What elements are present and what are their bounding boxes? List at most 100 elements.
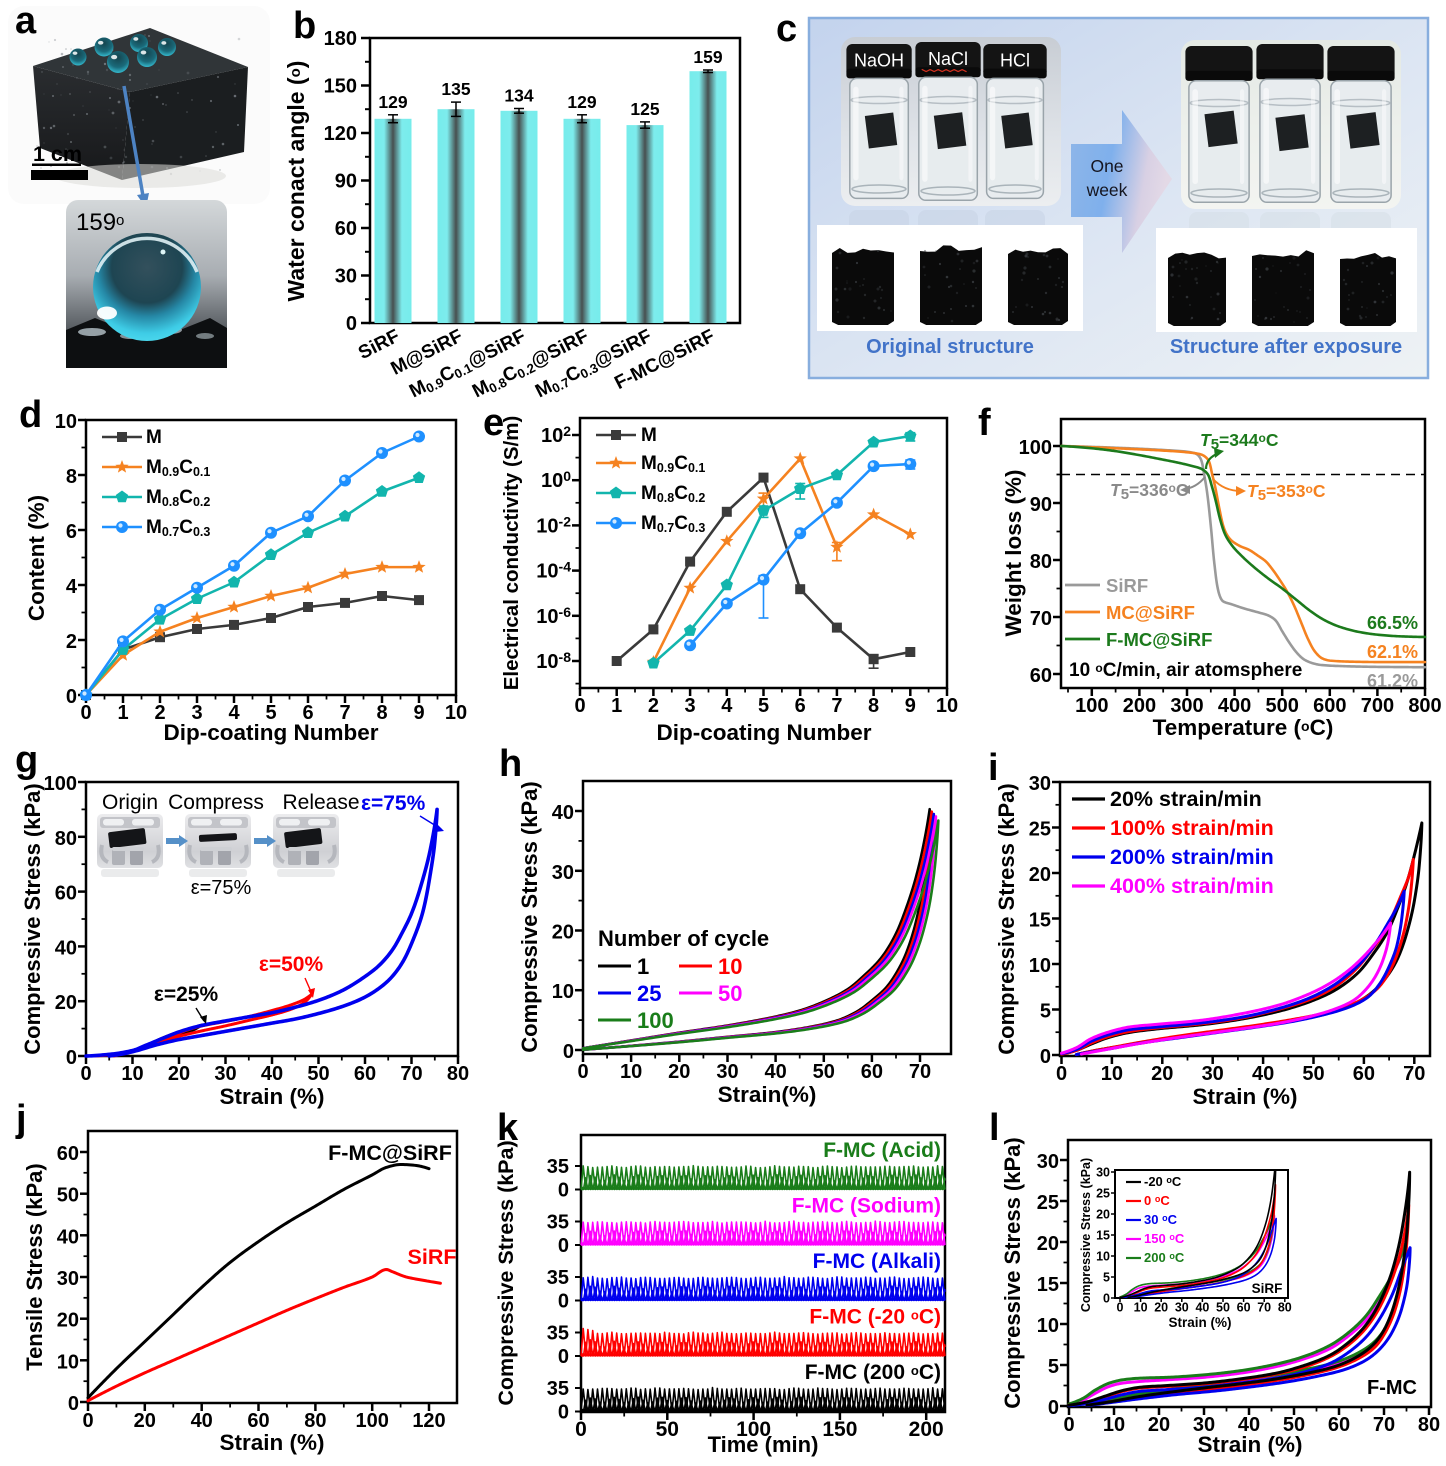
svg-text:1: 1 — [611, 695, 622, 717]
svg-text:100: 100 — [1075, 695, 1108, 717]
svg-text:week: week — [1086, 180, 1128, 200]
svg-text:Strain (%): Strain (%) — [1197, 1432, 1302, 1457]
svg-text:g: g — [15, 739, 38, 781]
svg-text:50: 50 — [718, 981, 742, 1006]
svg-text:40: 40 — [261, 1063, 283, 1085]
svg-text:i: i — [988, 747, 999, 789]
svg-text:125: 125 — [630, 99, 659, 119]
svg-text:4: 4 — [66, 576, 78, 598]
svg-text:30: 30 — [1029, 773, 1051, 795]
svg-text:100% strain/min: 100% strain/min — [1110, 816, 1274, 840]
svg-text:20: 20 — [1154, 1301, 1168, 1315]
svg-text:200 oC: 200 oC — [1144, 1250, 1185, 1265]
svg-text:50: 50 — [1216, 1301, 1230, 1315]
svg-text:Number of cycle: Number of cycle — [598, 926, 769, 951]
svg-text:0: 0 — [577, 1061, 588, 1083]
svg-text:35: 35 — [547, 1323, 569, 1345]
svg-text:0: 0 — [558, 1402, 569, 1424]
svg-text:10: 10 — [620, 1061, 642, 1083]
svg-text:Electrical conductivity (S/m): Electrical conductivity (S/m) — [500, 416, 523, 691]
svg-text:F-MC: F-MC — [1367, 1377, 1417, 1399]
svg-text:F-MC (-20 oC): F-MC (-20 oC) — [809, 1306, 941, 1329]
svg-text:0: 0 — [574, 695, 585, 717]
svg-text:Weight loss (%): Weight loss (%) — [1001, 469, 1026, 636]
svg-text:0: 0 — [1117, 1301, 1124, 1315]
svg-text:Compressive Stress (kPa): Compressive Stress (kPa) — [517, 781, 542, 1052]
svg-text:25: 25 — [1029, 819, 1051, 841]
svg-text:3: 3 — [685, 695, 696, 717]
svg-text:F-MC (Sodium): F-MC (Sodium) — [792, 1195, 941, 1218]
svg-text:F-MC (Alkali): F-MC (Alkali) — [813, 1250, 941, 1273]
svg-text:-20 oC: -20 oC — [1144, 1174, 1182, 1189]
svg-text:0: 0 — [558, 1235, 569, 1257]
svg-text:0 oC: 0 oC — [1144, 1193, 1170, 1208]
svg-text:30: 30 — [335, 266, 357, 288]
svg-text:90: 90 — [1030, 494, 1052, 516]
svg-text:60: 60 — [354, 1063, 376, 1085]
svg-text:500: 500 — [1266, 695, 1299, 717]
svg-text:150 oC: 150 oC — [1144, 1231, 1185, 1246]
svg-text:Strain (%): Strain (%) — [219, 1430, 324, 1455]
svg-text:Structure after exposure: Structure after exposure — [1170, 336, 1402, 358]
svg-text:a: a — [15, 0, 37, 42]
svg-text:0: 0 — [563, 1041, 574, 1063]
svg-text:30: 30 — [1175, 1301, 1189, 1315]
svg-text:20: 20 — [1029, 864, 1051, 886]
svg-text:60: 60 — [335, 218, 357, 240]
svg-text:10: 10 — [1096, 1250, 1110, 1264]
svg-text:50: 50 — [57, 1185, 79, 1207]
svg-text:180: 180 — [324, 28, 357, 50]
svg-text:Compressive Stress (kPa): Compressive Stress (kPa) — [1000, 1137, 1025, 1408]
svg-text:c: c — [776, 8, 797, 50]
svg-text:SiRF: SiRF — [1106, 575, 1148, 596]
svg-text:Compressive Stress (kPa): Compressive Stress (kPa) — [1079, 1158, 1093, 1312]
svg-text:Compressive Stress (kPa): Compressive Stress (kPa) — [994, 783, 1019, 1054]
svg-text:60: 60 — [57, 1143, 79, 1165]
svg-text:HCl: HCl — [1000, 50, 1030, 70]
svg-text:135: 135 — [441, 79, 470, 99]
svg-text:50: 50 — [307, 1063, 329, 1085]
svg-text:l: l — [989, 1107, 1000, 1149]
svg-text:NaCl: NaCl — [928, 49, 968, 69]
svg-text:10: 10 — [1037, 1315, 1059, 1337]
svg-text:Strain(%): Strain(%) — [718, 1082, 817, 1107]
svg-text:SiRF: SiRF — [1252, 1281, 1283, 1296]
svg-text:6: 6 — [302, 702, 313, 724]
svg-text:k: k — [497, 1107, 519, 1149]
svg-text:0: 0 — [66, 686, 77, 708]
svg-text:60: 60 — [1237, 1301, 1251, 1315]
svg-text:70: 70 — [1403, 1063, 1425, 1085]
svg-text:20: 20 — [1151, 1063, 1173, 1085]
svg-text:0: 0 — [1056, 1063, 1067, 1085]
svg-text:d: d — [19, 394, 42, 436]
svg-text:Water conact angle (o): Water conact angle (o) — [283, 61, 309, 302]
svg-text:40: 40 — [552, 802, 574, 824]
svg-text:80: 80 — [1418, 1414, 1440, 1436]
svg-text:ε=25%: ε=25% — [154, 983, 219, 1006]
svg-text:60: 60 — [1328, 1414, 1350, 1436]
svg-text:400: 400 — [1218, 695, 1251, 717]
svg-text:30: 30 — [1096, 1166, 1110, 1180]
svg-text:20: 20 — [168, 1063, 190, 1085]
svg-text:100: 100 — [1019, 437, 1052, 459]
svg-text:5: 5 — [1103, 1271, 1110, 1285]
svg-text:200% strain/min: 200% strain/min — [1110, 845, 1274, 869]
svg-text:100: 100 — [356, 1410, 389, 1432]
svg-text:3: 3 — [191, 702, 202, 724]
svg-text:50: 50 — [1283, 1414, 1305, 1436]
svg-text:300: 300 — [1170, 695, 1203, 717]
svg-text:F-MC (200 oC): F-MC (200 oC) — [805, 1361, 941, 1384]
svg-text:25: 25 — [1096, 1187, 1110, 1201]
svg-text:0: 0 — [80, 1063, 91, 1085]
svg-text:0: 0 — [558, 1180, 569, 1202]
svg-text:70: 70 — [1257, 1301, 1271, 1315]
svg-text:Original structure: Original structure — [866, 336, 1034, 358]
svg-text:60: 60 — [247, 1410, 269, 1432]
svg-text:5: 5 — [758, 695, 769, 717]
svg-text:8: 8 — [66, 466, 77, 488]
svg-text:0: 0 — [82, 1410, 93, 1432]
svg-text:200: 200 — [1123, 695, 1156, 717]
svg-text:80: 80 — [447, 1063, 469, 1085]
svg-text:50: 50 — [1302, 1063, 1324, 1085]
svg-text:MC@SiRF: MC@SiRF — [1106, 602, 1195, 623]
